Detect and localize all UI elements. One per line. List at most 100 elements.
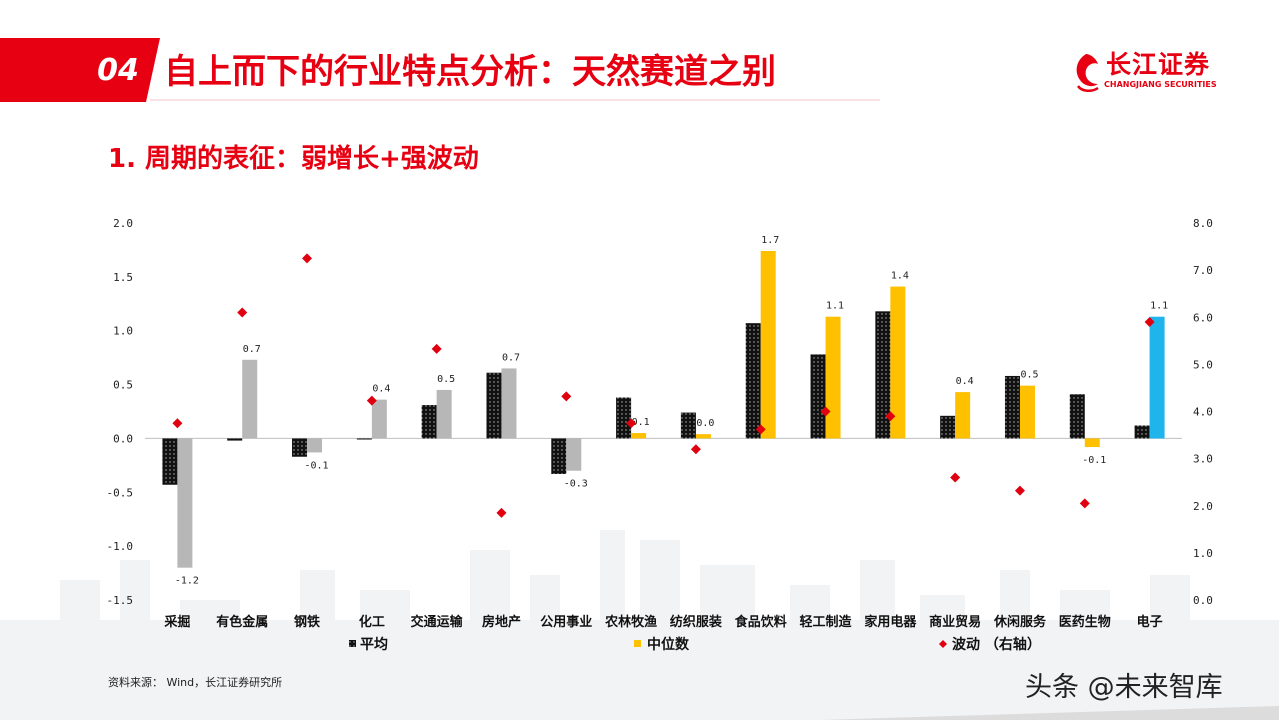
y-tick-label: 1.5 bbox=[113, 271, 133, 284]
y2-tick-label: 3.0 bbox=[1193, 453, 1213, 466]
x-tick-label: 食品饮料 bbox=[735, 614, 787, 630]
bottom-decoration bbox=[820, 706, 1279, 720]
bar-median bbox=[955, 392, 971, 439]
x-tick-label: 钢铁 bbox=[294, 614, 320, 630]
bar-average bbox=[940, 415, 956, 439]
bar-average bbox=[551, 438, 567, 474]
x-tick-label: 有色金属 bbox=[216, 614, 268, 630]
bar-average bbox=[162, 438, 178, 485]
logo-subtext: CHANGJIANG SECURITIES bbox=[1104, 80, 1217, 89]
page-title: 自上而下的行业特点分析：天然赛道之别 bbox=[164, 52, 776, 92]
y2-tick-label: 8.0 bbox=[1193, 217, 1213, 230]
legend-label-average: 平均 bbox=[360, 636, 388, 653]
x-tick-label: 交通运输 bbox=[411, 614, 464, 630]
data-label-median: 1.1 bbox=[826, 301, 844, 312]
bar-median bbox=[307, 438, 323, 453]
y-tick-label: 0.5 bbox=[113, 379, 133, 392]
bar-median bbox=[1149, 316, 1165, 439]
point-volatility bbox=[366, 395, 377, 406]
point-volatility bbox=[561, 391, 572, 402]
x-tick-label: 家用电器 bbox=[864, 614, 917, 630]
bar-median bbox=[242, 359, 258, 439]
point-volatility bbox=[885, 411, 896, 422]
point-volatility bbox=[1014, 485, 1025, 496]
bar-average bbox=[227, 438, 243, 441]
bar-average bbox=[1069, 394, 1085, 439]
x-tick-label: 农林牧渔 bbox=[604, 614, 657, 630]
y-tick-label: 2.0 bbox=[113, 217, 133, 230]
bar-average bbox=[875, 311, 891, 439]
x-tick-label: 房地产 bbox=[482, 614, 521, 630]
data-label-median: 0.7 bbox=[243, 344, 261, 355]
bar-median bbox=[436, 389, 452, 439]
data-label-median: 0.5 bbox=[1020, 370, 1038, 381]
y-tick-label: -1.5 bbox=[107, 594, 134, 607]
logo-emblem-icon bbox=[1076, 54, 1099, 92]
bar-average bbox=[616, 397, 632, 439]
point-volatility bbox=[690, 444, 701, 455]
x-tick-label: 化工 bbox=[359, 614, 385, 630]
bar-average bbox=[356, 438, 372, 440]
logo-text: 长江证券 bbox=[1106, 50, 1211, 79]
bar-median bbox=[1019, 385, 1035, 439]
bar-average bbox=[292, 438, 308, 457]
x-tick-label: 轻工制造 bbox=[800, 614, 853, 630]
source-note: 资料来源： Wind，长江证券研究所 bbox=[108, 676, 283, 689]
bar-average bbox=[1004, 375, 1020, 439]
x-tick-label: 纺织服装 bbox=[670, 614, 722, 630]
point-volatility bbox=[172, 418, 183, 429]
data-label-median: 1.1 bbox=[1150, 301, 1168, 312]
bar-median bbox=[501, 368, 517, 439]
data-label-median: 0.5 bbox=[437, 374, 455, 385]
bar-average bbox=[1134, 425, 1150, 439]
section-number: 04 bbox=[97, 53, 139, 88]
legend-swatch-volatility bbox=[939, 640, 947, 648]
y2-tick-label: 4.0 bbox=[1193, 406, 1213, 419]
point-volatility bbox=[431, 343, 442, 354]
bar-average bbox=[745, 323, 761, 439]
x-tick-label: 电子 bbox=[1137, 614, 1163, 630]
bar-median bbox=[695, 434, 711, 439]
data-label-median: -0.1 bbox=[1082, 455, 1106, 466]
bar-average bbox=[810, 354, 826, 439]
x-tick-label: 医药生物 bbox=[1059, 614, 1111, 630]
bar-average bbox=[421, 405, 437, 439]
y-tick-label: 0.0 bbox=[113, 432, 133, 445]
bar-median bbox=[371, 399, 387, 439]
data-label-median: 0.4 bbox=[956, 376, 974, 387]
data-label-median: 1.7 bbox=[761, 235, 779, 246]
point-volatility bbox=[237, 307, 248, 318]
data-label-median: -0.3 bbox=[564, 479, 588, 490]
x-tick-label: 公用事业 bbox=[540, 614, 592, 630]
y-tick-label: 1.0 bbox=[113, 325, 133, 338]
bar-median bbox=[890, 286, 906, 439]
legend-swatch-average bbox=[349, 640, 356, 647]
x-tick-label: 采掘 bbox=[163, 614, 190, 630]
bar-median bbox=[760, 251, 776, 439]
y-tick-label: -0.5 bbox=[107, 486, 134, 499]
data-label-median: 0.7 bbox=[502, 352, 520, 363]
header-banner bbox=[0, 38, 880, 102]
data-label-median: -0.1 bbox=[304, 460, 328, 471]
bar-median bbox=[177, 438, 193, 568]
point-volatility bbox=[1144, 316, 1155, 327]
y2-tick-label: 0.0 bbox=[1193, 594, 1213, 607]
bar-median bbox=[825, 316, 841, 439]
bar-average bbox=[486, 372, 502, 439]
point-volatility bbox=[626, 418, 637, 429]
bar-median bbox=[631, 433, 647, 439]
y2-tick-label: 1.0 bbox=[1193, 547, 1213, 560]
bar-median bbox=[566, 438, 582, 471]
legend-swatch-median bbox=[634, 640, 641, 647]
data-label-median: -1.2 bbox=[175, 576, 199, 587]
legend-label-median: 中位数 bbox=[647, 636, 690, 653]
y-tick-label: -1.0 bbox=[107, 540, 134, 553]
bar-median bbox=[1084, 438, 1100, 448]
point-volatility bbox=[496, 507, 507, 518]
y2-tick-label: 5.0 bbox=[1193, 358, 1213, 371]
watermark-text: 头条 @未来智库 bbox=[1025, 672, 1223, 703]
point-volatility bbox=[302, 253, 313, 264]
x-tick-label: 休闲服务 bbox=[993, 614, 1047, 630]
data-label-median: 0.4 bbox=[372, 384, 390, 395]
